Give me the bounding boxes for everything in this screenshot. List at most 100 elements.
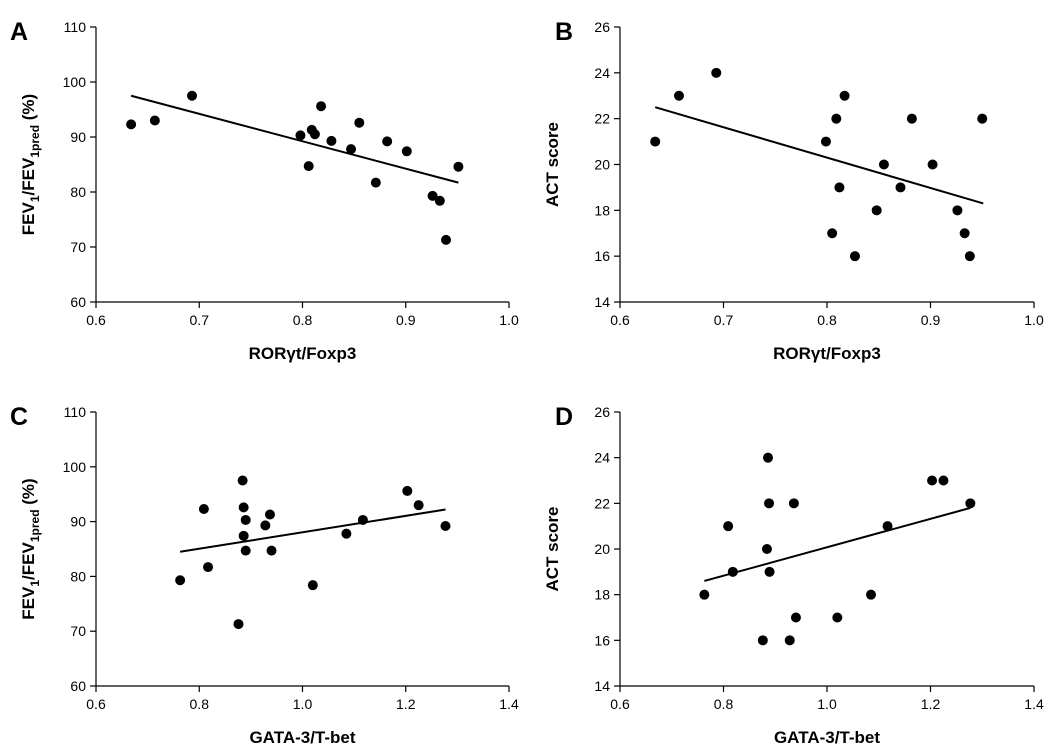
x-tick-label: 1.0 xyxy=(817,696,837,712)
y-axis-label: ACT score xyxy=(543,506,562,591)
data-point xyxy=(834,182,845,193)
data-point xyxy=(927,475,938,486)
data-point xyxy=(295,130,306,141)
data-point xyxy=(723,521,734,532)
x-tick-label: 0.8 xyxy=(714,696,734,712)
data-point xyxy=(401,146,412,157)
y-axis-label-part: 1pred xyxy=(28,509,42,542)
y-tick-label: 14 xyxy=(594,294,610,310)
data-point xyxy=(326,135,337,146)
data-point xyxy=(882,521,893,532)
data-point xyxy=(764,498,775,509)
x-tick-label: 0.6 xyxy=(86,312,106,328)
data-point xyxy=(820,136,831,147)
x-axis-label: GATA-3/T-bet xyxy=(774,728,880,747)
data-point xyxy=(233,619,244,630)
x-axis-label: GATA-3/T-bet xyxy=(249,728,355,747)
data-point xyxy=(402,485,413,496)
data-point xyxy=(832,612,843,623)
data-point xyxy=(413,500,424,511)
x-tick-label: 1.4 xyxy=(499,696,519,712)
data-point xyxy=(440,520,451,531)
data-point xyxy=(871,205,882,216)
x-tick-label: 1.0 xyxy=(1024,312,1044,328)
data-point xyxy=(441,234,452,245)
y-axis-label-part: 1 xyxy=(28,195,42,202)
data-point xyxy=(927,159,938,170)
y-axis-label-part: FEV xyxy=(19,586,38,620)
y-tick-label: 70 xyxy=(70,239,86,255)
data-point xyxy=(711,67,722,78)
x-tick-label: 0.9 xyxy=(921,312,941,328)
y-tick-label: 24 xyxy=(594,65,610,81)
data-point xyxy=(309,129,320,140)
panel-letter: D xyxy=(555,403,573,431)
x-tick-label: 1.0 xyxy=(293,696,313,712)
panel-d: D 14 16 18 20 22 24 26 0.6 0.8 1.0 1.2 1.4 GATA-3/T-b… xyxy=(543,403,1044,747)
data-point xyxy=(977,113,988,124)
y-axis-label-part: /FEV xyxy=(19,542,38,580)
data-point xyxy=(878,159,889,170)
data-point xyxy=(303,161,314,172)
data-point xyxy=(959,228,970,239)
y-axis-label-part: /FEV xyxy=(19,157,38,195)
y-tick-label: 100 xyxy=(63,74,87,90)
panel-b: B 14 16 18 20 22 24 26 0.6 0.7 0.8 0.9 1.0 RORγt/Foxp… xyxy=(543,18,1044,363)
data-point xyxy=(149,115,160,126)
x-tick-label: 1.2 xyxy=(921,696,941,712)
y-tick-label: 20 xyxy=(594,157,610,173)
y-tick-label: 16 xyxy=(594,248,610,264)
y-tick-label: 70 xyxy=(70,623,86,639)
data-point xyxy=(761,544,772,554)
data-point xyxy=(727,566,738,577)
data-point xyxy=(764,566,775,577)
y-tick-label: 26 xyxy=(594,19,610,35)
data-point xyxy=(307,580,318,591)
data-point xyxy=(434,195,445,206)
x-tick-label: 1.0 xyxy=(499,312,519,328)
y-tick-label: 26 xyxy=(594,404,610,420)
data-point xyxy=(784,635,795,646)
data-point xyxy=(906,113,917,124)
data-point xyxy=(952,205,963,216)
y-tick-label: 20 xyxy=(594,541,610,557)
data-point xyxy=(965,498,976,509)
data-point xyxy=(849,251,860,262)
data-point xyxy=(264,509,275,520)
y-tick-label: 100 xyxy=(63,459,87,475)
data-point xyxy=(650,136,661,147)
data-point xyxy=(895,182,906,193)
data-point xyxy=(260,520,271,531)
data-point xyxy=(240,514,251,525)
y-axis-label: FEV1/FEV1pred (%) xyxy=(19,478,42,619)
y-axis-label-part: (%) xyxy=(19,478,38,509)
x-tick-label: 0.7 xyxy=(190,312,210,328)
y-tick-label: 22 xyxy=(594,495,610,511)
data-point xyxy=(790,612,801,623)
y-tick-label: 60 xyxy=(70,294,86,310)
y-tick-label: 80 xyxy=(70,568,86,584)
panel-a: A 60 70 80 90 100 110 0.6 0.7 0.8 0.9 1.0 RORγt/Foxp… xyxy=(10,18,519,363)
y-tick-label: 16 xyxy=(594,632,610,648)
trendline xyxy=(704,506,971,582)
x-tick-label: 0.8 xyxy=(190,696,210,712)
y-axis-label: ACT score xyxy=(543,122,562,207)
data-point xyxy=(238,502,249,513)
y-tick-label: 90 xyxy=(70,129,86,145)
trendline xyxy=(130,94,459,184)
data-point xyxy=(198,503,209,514)
y-axis-label: FEV1/FEV1pred (%) xyxy=(19,94,42,235)
y-tick-label: 80 xyxy=(70,184,86,200)
x-tick-label: 1.2 xyxy=(396,696,416,712)
data-point xyxy=(316,101,327,112)
trendline xyxy=(654,106,984,205)
data-point xyxy=(203,562,214,573)
x-tick-label: 0.7 xyxy=(714,312,734,328)
x-tick-label: 0.8 xyxy=(293,312,313,328)
data-point xyxy=(370,177,381,188)
data-point xyxy=(357,514,368,525)
data-point xyxy=(126,119,137,130)
data-point xyxy=(453,161,464,172)
data-point xyxy=(175,575,186,586)
y-tick-label: 22 xyxy=(594,111,610,127)
